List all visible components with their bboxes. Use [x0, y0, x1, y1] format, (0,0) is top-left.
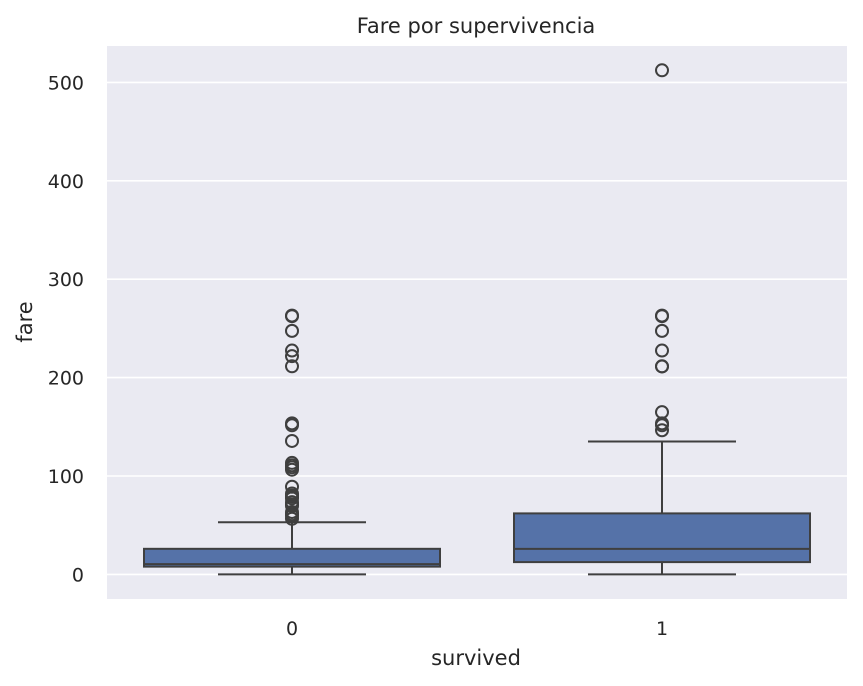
outlier-point [655, 323, 669, 338]
outlier-point [285, 359, 299, 374]
outlier-point [285, 505, 299, 520]
y-tick-label: 500 [48, 72, 84, 94]
outlier-point [655, 359, 669, 374]
outlier-point [285, 479, 299, 494]
outlier-point [655, 308, 669, 323]
y-axis-label: fare [13, 301, 37, 342]
outlier-point [285, 495, 299, 510]
outlier-point [285, 349, 299, 364]
y-axis-ticks: 0 100 200 300 400 500 [48, 72, 84, 586]
y-tick-label: 200 [48, 368, 84, 390]
plot-area [107, 46, 847, 599]
x-tick-label: 0 [286, 618, 298, 640]
outlier-point [285, 486, 299, 501]
outlier-point [285, 455, 299, 470]
outlier-point [285, 323, 299, 338]
outlier-point [285, 343, 299, 358]
iqr-box [143, 547, 441, 568]
y-tick-label: 0 [72, 564, 84, 586]
iqr-box [513, 512, 811, 564]
y-tick-label: 100 [48, 466, 84, 488]
y-tick-label: 300 [48, 269, 84, 291]
box-group-1 [513, 63, 811, 576]
chart-title: Fare por supervivencia [357, 14, 596, 38]
box-group-0 [143, 308, 441, 576]
outlier-point [655, 63, 669, 78]
outlier-point [285, 308, 299, 323]
outlier-point [655, 423, 669, 438]
outlier-point [285, 433, 299, 448]
x-tick-label: 1 [656, 618, 668, 640]
x-axis-label: survived [431, 646, 521, 670]
outlier-point [655, 405, 669, 420]
y-tick-label: 400 [48, 171, 84, 193]
box-series [143, 63, 811, 576]
outlier-point [285, 416, 299, 431]
outlier-point [655, 343, 669, 358]
